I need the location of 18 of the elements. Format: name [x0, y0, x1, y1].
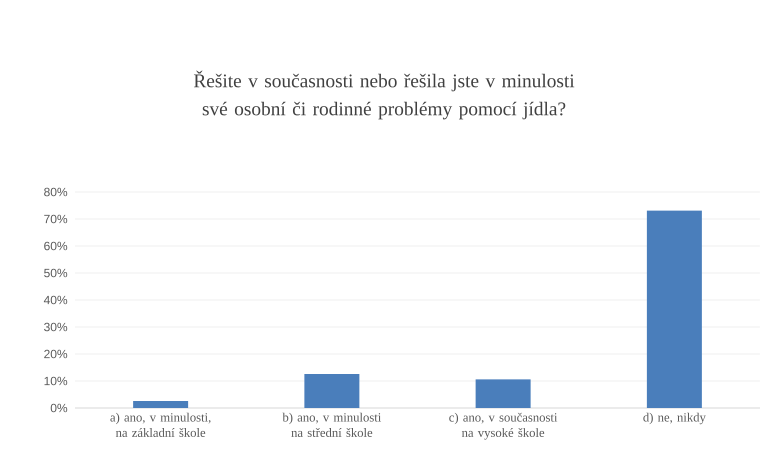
bar: [476, 379, 531, 408]
y-tick-label: 0%: [50, 404, 68, 412]
chart-title: Řešite v současnosti nebo řešila jste v minulosti své osobní či rodinné problémy pomocí jídla?: [194, 70, 574, 120]
bar: [133, 400, 188, 408]
bar: [646, 210, 702, 408]
y-tick-label: 20%: [44, 350, 68, 358]
y-tick-label: 50%: [44, 268, 68, 278]
x-tick-label: c) ano, v současnosti na vysoké škole: [449, 412, 558, 440]
y-tick-label: 80%: [44, 188, 68, 196]
y-tick-label: 40%: [44, 296, 68, 304]
x-tick-label: b) ano, v minulosti na střední škole: [282, 412, 382, 437]
bar: [304, 374, 360, 408]
y-tick-label: 10%: [44, 376, 68, 386]
x-tick-label: d) ne, nikdy: [643, 412, 706, 424]
y-tick-label: 60%: [44, 242, 68, 250]
x-tick-label: a) ano, v minulosti, na základní škole: [110, 412, 210, 437]
y-tick-label: 30%: [44, 322, 68, 332]
y-tick-label: 70%: [44, 214, 68, 224]
